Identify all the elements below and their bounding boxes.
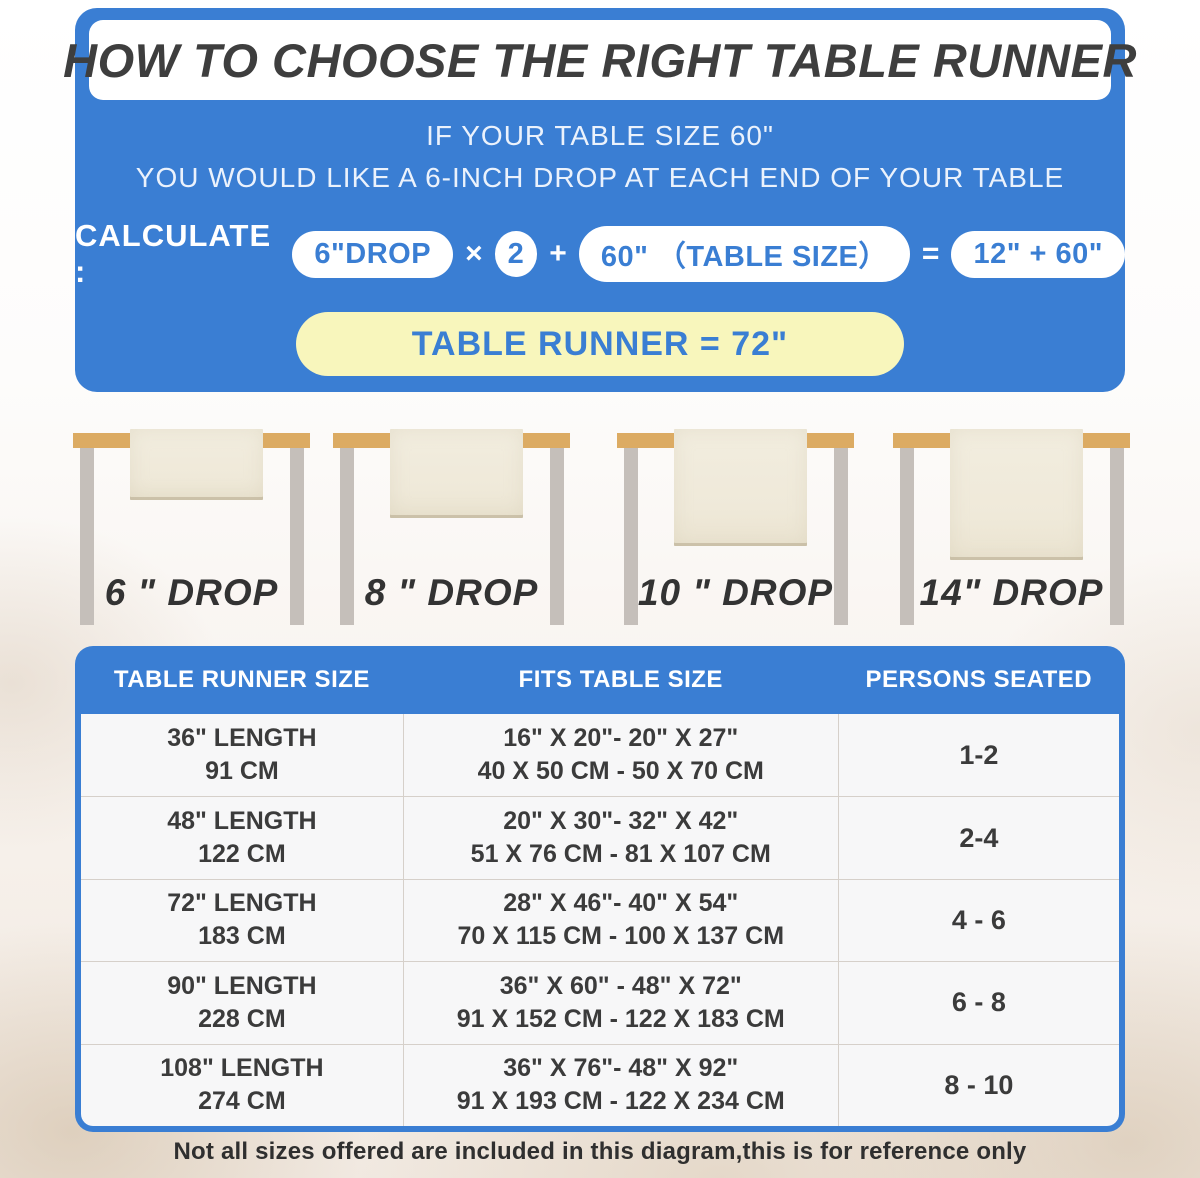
runner-result-banner: TABLE RUNNER = 72" <box>296 312 904 376</box>
subtitle-line2: YOU WOULD LIKE A 6-INCH DROP AT EACH END… <box>135 162 1065 193</box>
runner-size-cell: 108" LENGTH 274 CM <box>81 1045 403 1126</box>
sum-pill: 12" + 60" <box>951 230 1125 278</box>
fits-table-size-cell: 16" X 20"- 20" X 27" 40 X 50 CM - 50 X 7… <box>402 714 839 797</box>
table-illustration-10-drop: 10 " DROP <box>617 429 854 644</box>
multiplier-badge: 2 <box>494 231 538 277</box>
persons-count: 1-2 <box>959 739 999 770</box>
persons-seated-cell: 2-4 <box>839 797 1119 878</box>
table-illustration-14-drop: 14" DROP <box>893 429 1130 644</box>
runner-length-in: 48" LENGTH <box>167 807 317 836</box>
footer-note: Not all sizes offered are included in th… <box>173 1138 1027 1165</box>
instruction-panel: HOW TO CHOOSE THE RIGHT TABLE RUNNER IF … <box>63 8 1136 392</box>
fits-size-cm: 91 X 152 CM - 122 X 183 CM <box>456 1004 785 1033</box>
fits-table-size-cell: 20" X 30"- 32" X 42" 51 X 76 CM - 81 X 1… <box>402 797 839 879</box>
title-banner: HOW TO CHOOSE THE RIGHT TABLE RUNNER <box>63 20 1136 100</box>
fits-size-in: 20" X 30"- 32" X 42" <box>503 807 739 836</box>
runner-size-cell: 36" LENGTH 91 CM <box>81 714 403 796</box>
fits-size-in: 16" X 20"- 20" X 27" <box>503 724 739 753</box>
table-row: 108" LENGTH 274 CM 36" X 76"- 48" X 92" … <box>81 1043 1119 1126</box>
fits-table-size-cell: 36" X 76"- 48" X 92" 91 X 193 CM - 122 X… <box>402 1044 839 1126</box>
size-chart-header: TABLE RUNNER SIZE FITS TABLE SIZE PERSON… <box>81 646 1119 714</box>
table-illustration-8-drop: 8 " DROP <box>333 429 570 644</box>
runner-size-cell: 48" LENGTH 122 CM <box>81 797 403 878</box>
fits-size-cm: 91 X 193 CM - 122 X 234 CM <box>456 1087 785 1116</box>
drop-label: 8 " DROP <box>364 572 539 613</box>
fits-size-in: 28" X 46"- 40" X 54" <box>503 889 739 918</box>
size-chart-card: TABLE RUNNER SIZE FITS TABLE SIZE PERSON… <box>75 646 1125 1132</box>
table-leg-right <box>834 448 848 625</box>
runner-length-in: 90" LENGTH <box>167 971 317 1000</box>
runner-length-in: 108" LENGTH <box>160 1054 324 1083</box>
table-leg-right <box>290 448 304 625</box>
fits-table-size-cell: 28" X 46"- 40" X 54" 70 X 115 CM - 100 X… <box>402 879 839 962</box>
table-leg-left <box>340 448 354 625</box>
table-size-pill: 60" （TABLE SIZE） <box>578 226 910 282</box>
column-header-persons-seated: PERSONS SEATED <box>865 666 1093 693</box>
fits-size-cm: 40 X 50 CM - 50 X 70 CM <box>477 757 764 786</box>
fits-size-in: 36" X 76"- 48" X 92" <box>503 1054 739 1083</box>
runner-length-cm: 228 CM <box>198 1004 286 1033</box>
runner-result-text: TABLE RUNNER = 72" <box>411 324 789 363</box>
persons-count: 6 - 8 <box>951 987 1006 1018</box>
runner-graphic <box>950 429 1083 560</box>
runner-size-cell: 72" LENGTH 183 CM <box>81 880 403 961</box>
table-leg-left <box>900 448 914 625</box>
runner-graphic <box>130 429 263 500</box>
calculate-label: CALCULATE : <box>75 218 272 289</box>
table-leg-right <box>1110 448 1124 625</box>
runner-length-cm: 274 CM <box>198 1087 286 1116</box>
persons-seated-cell: 6 - 8 <box>839 962 1119 1043</box>
runner-graphic <box>390 429 523 518</box>
runner-size-cell: 90" LENGTH 228 CM <box>81 962 403 1043</box>
drop-label: 14" DROP <box>919 572 1104 613</box>
table-row: 48" LENGTH 122 CM 20" X 30"- 32" X 42" 5… <box>81 796 1119 879</box>
persons-count: 4 - 6 <box>951 904 1006 935</box>
page-title: HOW TO CHOOSE THE RIGHT TABLE RUNNER <box>63 33 1137 87</box>
fits-size-cm: 70 X 115 CM - 100 X 137 CM <box>457 922 785 951</box>
runner-graphic <box>674 429 807 546</box>
drop-label: 6 " DROP <box>104 572 279 613</box>
drop-value-pill: 6"DROP <box>292 230 454 278</box>
fits-table-size-cell: 36" X 60" - 48" X 72" 91 X 152 CM - 122 … <box>402 962 839 1044</box>
persons-seated-cell: 1-2 <box>839 714 1119 796</box>
fits-size-cm: 51 X 76 CM - 81 X 107 CM <box>470 840 771 869</box>
equals-sign: = <box>921 237 940 270</box>
size-chart-body: 36" LENGTH 91 CM 16" X 20"- 20" X 27" 40… <box>81 714 1119 1126</box>
table-leg-right <box>550 448 564 625</box>
multiply-sign: × <box>465 237 483 270</box>
column-header-runner-size: TABLE RUNNER SIZE <box>113 666 370 693</box>
subtitle-line1: IF YOUR TABLE SIZE 60" <box>426 120 774 151</box>
table-row: 72" LENGTH 183 CM 28" X 46"- 40" X 54" 7… <box>81 878 1119 962</box>
drop-label: 10 " DROP <box>637 572 834 613</box>
table-leg-left <box>80 448 94 625</box>
fits-size-in: 36" X 60" - 48" X 72" <box>499 971 742 1000</box>
plus-sign: + <box>549 237 567 270</box>
persons-seated-cell: 4 - 6 <box>839 880 1119 961</box>
runner-length-in: 36" LENGTH <box>167 724 317 753</box>
persons-count: 8 - 10 <box>944 1069 1014 1100</box>
table-row: 36" LENGTH 91 CM 16" X 20"- 20" X 27" 40… <box>81 714 1119 797</box>
table-leg-left <box>624 448 638 625</box>
table-row: 90" LENGTH 228 CM 36" X 60" - 48" X 72" … <box>81 961 1119 1044</box>
runner-length-cm: 91 CM <box>205 757 279 786</box>
persons-seated-cell: 8 - 10 <box>839 1045 1119 1126</box>
persons-count: 2-4 <box>959 822 999 853</box>
runner-length-cm: 122 CM <box>198 840 286 869</box>
calculation-row: CALCULATE : 6"DROP × 2 + 60" （TABLE SIZE… <box>75 218 1125 290</box>
runner-length-cm: 183 CM <box>198 922 286 951</box>
column-header-fits-table-size: FITS TABLE SIZE <box>518 666 723 693</box>
table-illustration-6-drop: 6 " DROP <box>73 429 310 644</box>
runner-length-in: 72" LENGTH <box>167 889 317 918</box>
